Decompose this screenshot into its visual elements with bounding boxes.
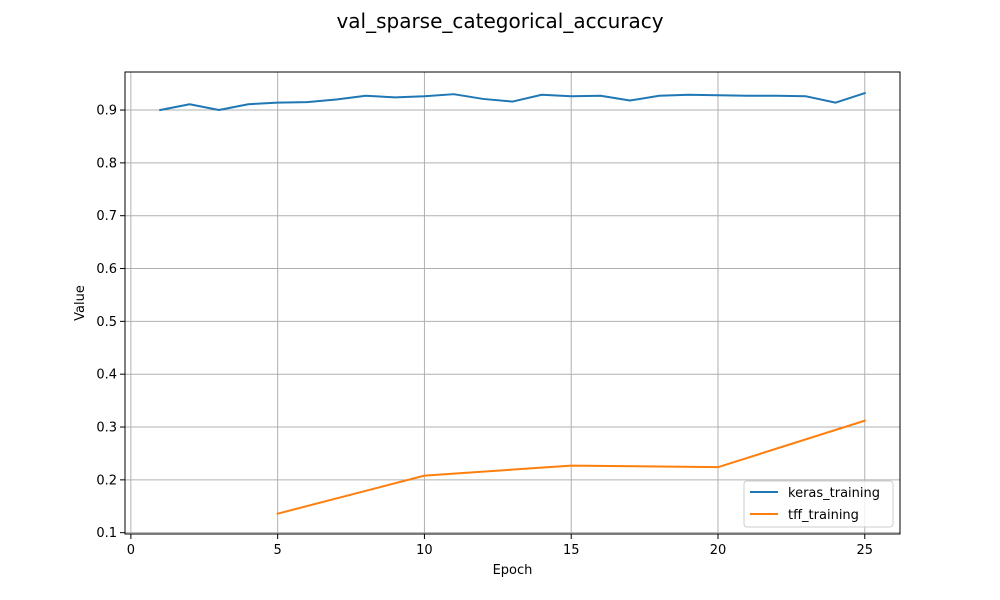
x-tick-label: 10 (416, 543, 433, 558)
plot-frame (124, 71, 901, 535)
y-tick-label: 0.4 (96, 368, 117, 383)
y-tick-label: 0.3 (96, 421, 117, 436)
legend: keras_training tff_training (743, 480, 894, 528)
y-tick-label: 0.1 (96, 526, 117, 541)
series-lines (159, 91, 867, 515)
chart-title: val_sparse_categorical_accuracy (336, 9, 663, 33)
x-tick-label: 25 (856, 543, 873, 558)
y-axis-label: Value (73, 285, 88, 321)
x-axis-label: Epoch (493, 563, 533, 578)
y-tick-label: 0.7 (96, 209, 117, 224)
x-tick-label: 15 (563, 543, 580, 558)
y-tick-label: 0.8 (96, 156, 117, 171)
legend-label-tff-training: tff_training (788, 508, 859, 523)
legend-label-keras-training: keras_training (788, 486, 880, 501)
legend-box (743, 480, 894, 528)
x-tick-label: 20 (710, 543, 727, 558)
y-tick-label: 0.2 (96, 473, 117, 488)
x-tick-label: 0 (127, 543, 135, 558)
y-tick-label: 0.9 (96, 104, 117, 119)
y-tick-label: 0.6 (96, 262, 117, 277)
grid (125, 72, 900, 534)
y-tick-label: 0.5 (96, 315, 117, 330)
series-line-keras-training (159, 91, 867, 112)
axis-ticks: 0 5 10 15 20 25 0.1 0.2 0.3 0.4 0.5 0.6 0.7 0.8 0.9 (96, 104, 873, 558)
series-line-tff-training (276, 419, 867, 515)
x-tick-label: 5 (274, 543, 282, 558)
